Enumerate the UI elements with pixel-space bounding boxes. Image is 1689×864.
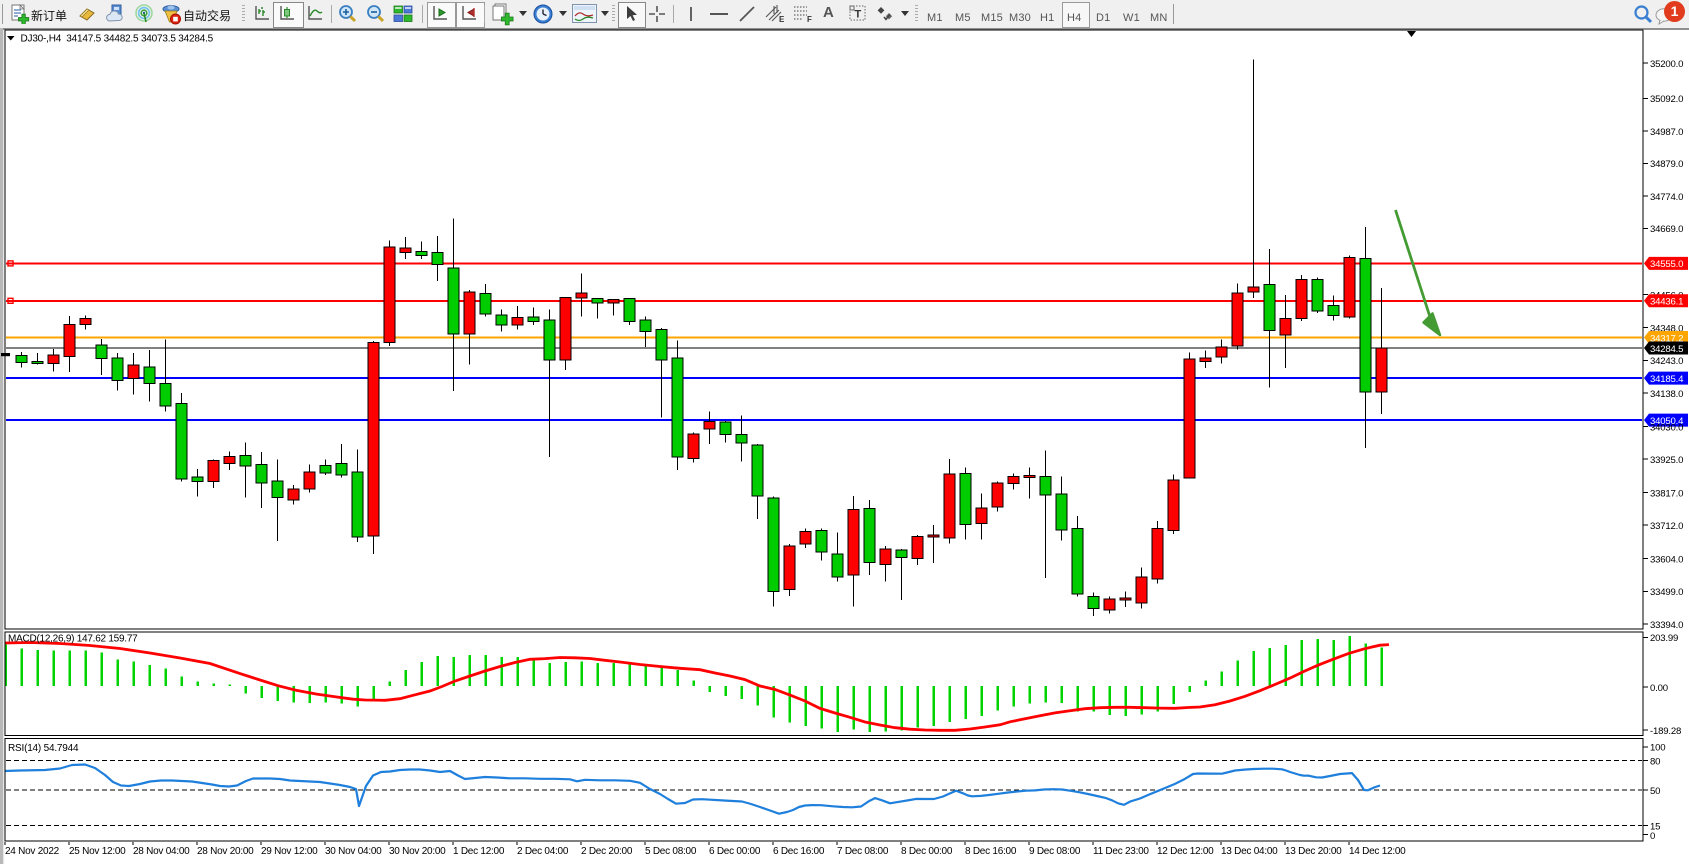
svg-text:33817.0: 33817.0 bbox=[1650, 488, 1683, 499]
svg-text:34348.0: 34348.0 bbox=[1650, 324, 1683, 335]
svg-text:0.00: 0.00 bbox=[1650, 683, 1668, 694]
svg-text:34138.0: 34138.0 bbox=[1650, 389, 1683, 400]
svg-text:15: 15 bbox=[1650, 821, 1660, 832]
svg-text:28 Nov 20:00: 28 Nov 20:00 bbox=[197, 846, 254, 857]
svg-text:6 Dec 16:00: 6 Dec 16:00 bbox=[773, 846, 825, 857]
svg-text:34774.0: 34774.0 bbox=[1650, 192, 1683, 203]
svg-text:5 Dec 08:00: 5 Dec 08:00 bbox=[645, 846, 697, 857]
svg-text:14 Dec 12:00: 14 Dec 12:00 bbox=[1349, 846, 1406, 857]
svg-text:34669.0: 34669.0 bbox=[1650, 224, 1683, 235]
svg-text:34030.0: 34030.0 bbox=[1650, 422, 1683, 433]
svg-text:-189.28: -189.28 bbox=[1650, 726, 1681, 737]
svg-text:13 Dec 20:00: 13 Dec 20:00 bbox=[1285, 846, 1342, 857]
svg-text:34555.0: 34555.0 bbox=[1650, 259, 1683, 270]
svg-text:33499.0: 33499.0 bbox=[1650, 587, 1683, 598]
svg-text:34284.5: 34284.5 bbox=[1650, 344, 1683, 355]
svg-text:T: T bbox=[855, 9, 862, 21]
svg-text:7 Dec 08:00: 7 Dec 08:00 bbox=[837, 846, 889, 857]
svg-text:33712.0: 33712.0 bbox=[1650, 521, 1683, 532]
svg-text:25 Nov 12:00: 25 Nov 12:00 bbox=[69, 846, 126, 857]
svg-text:2 Dec 20:00: 2 Dec 20:00 bbox=[581, 846, 633, 857]
svg-text:24 Nov 2022: 24 Nov 2022 bbox=[5, 846, 60, 857]
svg-text:34243.0: 34243.0 bbox=[1650, 356, 1683, 367]
svg-text:RSI(14) 54.7944: RSI(14) 54.7944 bbox=[8, 743, 79, 754]
svg-text:33394.0: 33394.0 bbox=[1650, 620, 1683, 631]
svg-text:9 Dec 08:00: 9 Dec 08:00 bbox=[1029, 846, 1081, 857]
svg-text:8 Dec 00:00: 8 Dec 00:00 bbox=[901, 846, 953, 857]
svg-text:11 Dec 23:00: 11 Dec 23:00 bbox=[1093, 846, 1149, 857]
svg-text:12 Dec 12:00: 12 Dec 12:00 bbox=[1157, 846, 1214, 857]
svg-text:33604.0: 33604.0 bbox=[1650, 555, 1683, 566]
svg-text:0: 0 bbox=[1650, 831, 1655, 842]
svg-text:80: 80 bbox=[1650, 756, 1660, 767]
svg-text:34317.2: 34317.2 bbox=[1650, 333, 1683, 344]
svg-text:30 Nov 20:00: 30 Nov 20:00 bbox=[389, 846, 446, 857]
svg-text:30 Nov 04:00: 30 Nov 04:00 bbox=[325, 846, 382, 857]
svg-text:MACD(12,26,9) 147.62 159.77: MACD(12,26,9) 147.62 159.77 bbox=[8, 634, 138, 645]
svg-text:34987.0: 34987.0 bbox=[1650, 127, 1683, 138]
svg-text:34436.1: 34436.1 bbox=[1650, 297, 1683, 308]
svg-text:8 Dec 16:00: 8 Dec 16:00 bbox=[965, 846, 1017, 857]
svg-text:50: 50 bbox=[1650, 786, 1660, 797]
svg-text:DJ30-,H4 34147.5 34482.5 3407: DJ30-,H4 34147.5 34482.5 34073.5 34284.5 bbox=[21, 34, 214, 45]
svg-text:6 Dec 00:00: 6 Dec 00:00 bbox=[709, 846, 761, 857]
svg-text:33925.0: 33925.0 bbox=[1650, 455, 1683, 466]
svg-text:34185.4: 34185.4 bbox=[1650, 374, 1684, 385]
svg-text:1 Dec 12:00: 1 Dec 12:00 bbox=[453, 846, 505, 857]
svg-text:E: E bbox=[779, 15, 785, 24]
svg-text:100: 100 bbox=[1650, 742, 1665, 753]
svg-text:203.99: 203.99 bbox=[1650, 633, 1678, 644]
svg-text:28 Nov 04:00: 28 Nov 04:00 bbox=[133, 846, 190, 857]
svg-text:13 Dec 04:00: 13 Dec 04:00 bbox=[1221, 846, 1278, 857]
svg-text:35200.0: 35200.0 bbox=[1650, 59, 1683, 70]
svg-text:29 Nov 12:00: 29 Nov 12:00 bbox=[261, 846, 318, 857]
svg-text:F: F bbox=[807, 15, 812, 24]
svg-text:35092.0: 35092.0 bbox=[1650, 94, 1683, 105]
svg-text:34050.4: 34050.4 bbox=[1650, 416, 1684, 427]
svg-text:2 Dec 04:00: 2 Dec 04:00 bbox=[517, 846, 569, 857]
svg-text:34879.0: 34879.0 bbox=[1650, 159, 1683, 170]
